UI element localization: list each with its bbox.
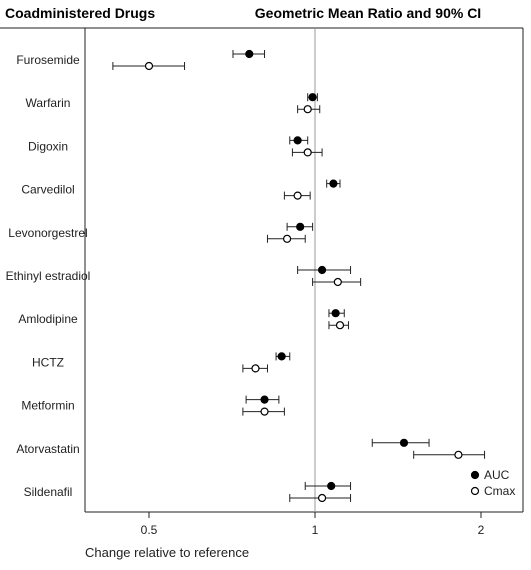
auc-point <box>327 481 336 491</box>
drug-labels: Furosemide Warfarin Digoxin Carvedilol Levon… <box>6 53 91 499</box>
cmax-point <box>335 321 345 330</box>
x-tick-label: 2 <box>478 523 485 537</box>
drug-label: HCTZ <box>32 355 64 369</box>
auc-point <box>317 265 327 275</box>
cmax-point <box>251 364 260 373</box>
cmax-point <box>454 450 463 459</box>
cmax-point <box>317 493 327 503</box>
x-tick-label: 1 <box>312 523 319 537</box>
cmax-point <box>333 277 342 287</box>
auc-point <box>296 222 305 231</box>
x-tick-label: 0.5 <box>141 523 158 537</box>
drug-label: Digoxin <box>28 139 68 153</box>
cmax-point <box>282 234 292 243</box>
drug-label: Ethinyl estradiol <box>6 269 91 283</box>
drug-label: Atorvastatin <box>16 442 79 456</box>
legend: AUC Cmax <box>470 468 515 498</box>
auc-point <box>308 93 317 102</box>
cmax-point <box>260 407 269 416</box>
drug-label: Levonorgestrel <box>8 226 87 240</box>
drug-label: Carvedilol <box>21 183 74 197</box>
auc-point <box>399 438 409 447</box>
auc-point <box>260 395 269 404</box>
drug-label: Sildenafil <box>24 485 73 499</box>
auc-point <box>293 136 302 145</box>
drug-label: Amlodipine <box>18 312 78 326</box>
legend-label-auc: AUC <box>484 468 510 482</box>
column-header-ratio: Geometric Mean Ratio and 90% CI <box>255 5 481 21</box>
cmax-point <box>293 191 302 200</box>
drug-label: Furosemide <box>16 53 80 67</box>
drug-label: Warfarin <box>26 96 71 110</box>
legend-marker-cmax <box>470 486 480 496</box>
cmax-point <box>303 105 312 114</box>
auc-point <box>331 309 340 318</box>
x-ticks: 0.5 1 2 <box>141 512 485 537</box>
legend-label-cmax: Cmax <box>484 484 515 498</box>
x-axis-label: Change relative to reference <box>85 545 249 560</box>
cmax-point <box>303 148 312 157</box>
auc-point <box>277 352 286 361</box>
auc-point <box>245 49 254 59</box>
data-marks <box>112 49 486 503</box>
drug-label: Metformin <box>21 399 74 413</box>
auc-point <box>329 179 338 188</box>
column-header-drugs: Coadministered Drugs <box>5 5 155 21</box>
legend-marker-auc <box>470 470 480 480</box>
cmax-point <box>144 61 154 71</box>
